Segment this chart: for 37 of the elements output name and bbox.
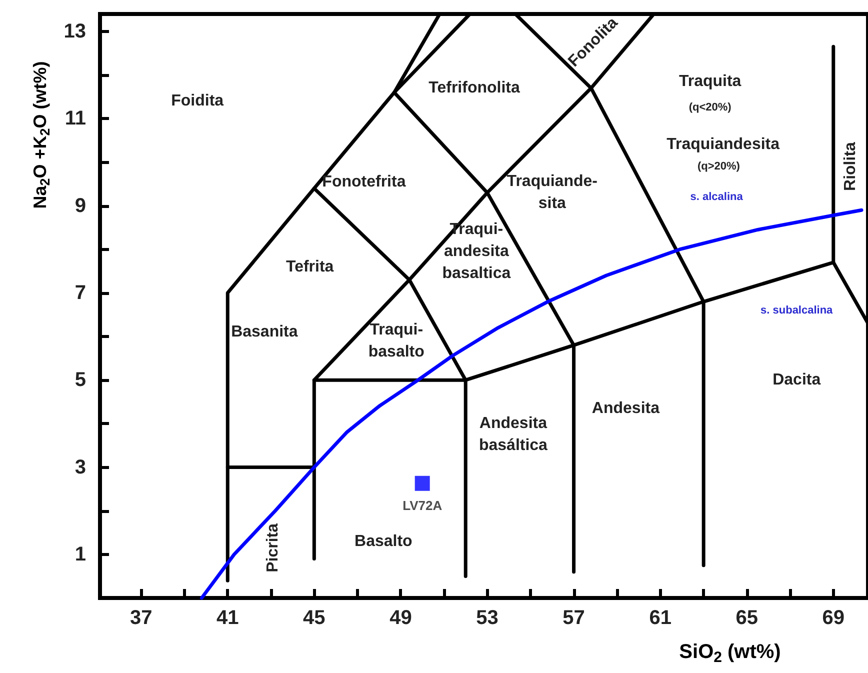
- annotation: Traquiande- sita: [506, 173, 598, 212]
- annotation: Riolita: [842, 142, 860, 191]
- x-tick-label: 69: [822, 607, 845, 629]
- annotation: Basalto: [354, 532, 413, 550]
- annotation: (q>20%): [697, 160, 740, 173]
- y-tick-label: 9: [74, 194, 86, 217]
- annotation: s. alcalina: [690, 191, 744, 204]
- y-tick-label: 7: [74, 282, 86, 304]
- y-tick-label: 13: [64, 20, 86, 42]
- annotation: Dacita: [772, 372, 821, 389]
- x-tick-label: 65: [736, 607, 758, 629]
- annotation: Andesita: [592, 400, 660, 417]
- x-tick-label: 61: [649, 607, 672, 629]
- annotation: Traquiandesita: [666, 136, 780, 154]
- y-tick-label: 1: [74, 543, 86, 566]
- annotation: s. subalcalina: [760, 304, 834, 316]
- x-tick-label: 57: [562, 607, 585, 629]
- annotation: Traqui- basalto: [368, 321, 425, 360]
- y-tick-label: 5: [74, 369, 86, 392]
- y-axis-title: Na2O +K2O (wt%): [30, 61, 52, 209]
- y-tick-label: 11: [64, 108, 86, 130]
- x-tick-label: 41: [216, 607, 239, 629]
- x-tick-label: 49: [390, 607, 412, 629]
- x-tick-label: 37: [130, 607, 152, 629]
- annotation: Tefrita: [286, 258, 334, 276]
- annotation: Basanita: [231, 324, 298, 341]
- annotation: Picrita: [264, 523, 282, 572]
- annotation: Traquita: [678, 73, 742, 90]
- x-tick-label: 45: [303, 607, 326, 629]
- x-tick-label: 53: [476, 607, 498, 629]
- series-label: LV72A: [402, 498, 443, 513]
- annotation: (q<20%): [688, 102, 732, 114]
- annotation: Foidita: [171, 92, 224, 110]
- annotation: Tefrifonolita: [428, 80, 520, 97]
- y-tick-label: 3: [74, 456, 86, 478]
- annotation: Fonotefrita: [322, 173, 406, 190]
- annotation: Andesita basáltica: [478, 415, 548, 454]
